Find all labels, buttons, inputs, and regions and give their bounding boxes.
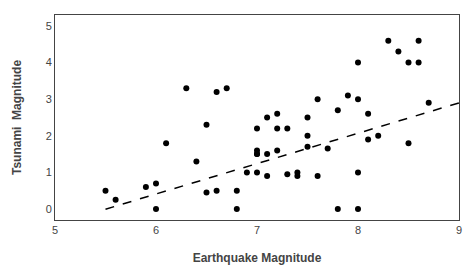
svg-text:Earthquake Magnitude: Earthquake Magnitude (193, 251, 322, 265)
svg-text:5: 5 (52, 224, 58, 236)
svg-text:7: 7 (254, 224, 260, 236)
svg-text:3: 3 (46, 93, 52, 105)
svg-text:Tsunami Magnitude: Tsunami Magnitude (10, 60, 24, 175)
svg-text:4: 4 (46, 56, 52, 68)
svg-text:2: 2 (46, 130, 52, 142)
svg-text:8: 8 (355, 224, 361, 236)
svg-text:9: 9 (456, 224, 462, 236)
svg-text:5: 5 (46, 20, 52, 32)
svg-text:1: 1 (46, 166, 52, 178)
svg-text:6: 6 (153, 224, 159, 236)
svg-text:0: 0 (46, 203, 52, 215)
